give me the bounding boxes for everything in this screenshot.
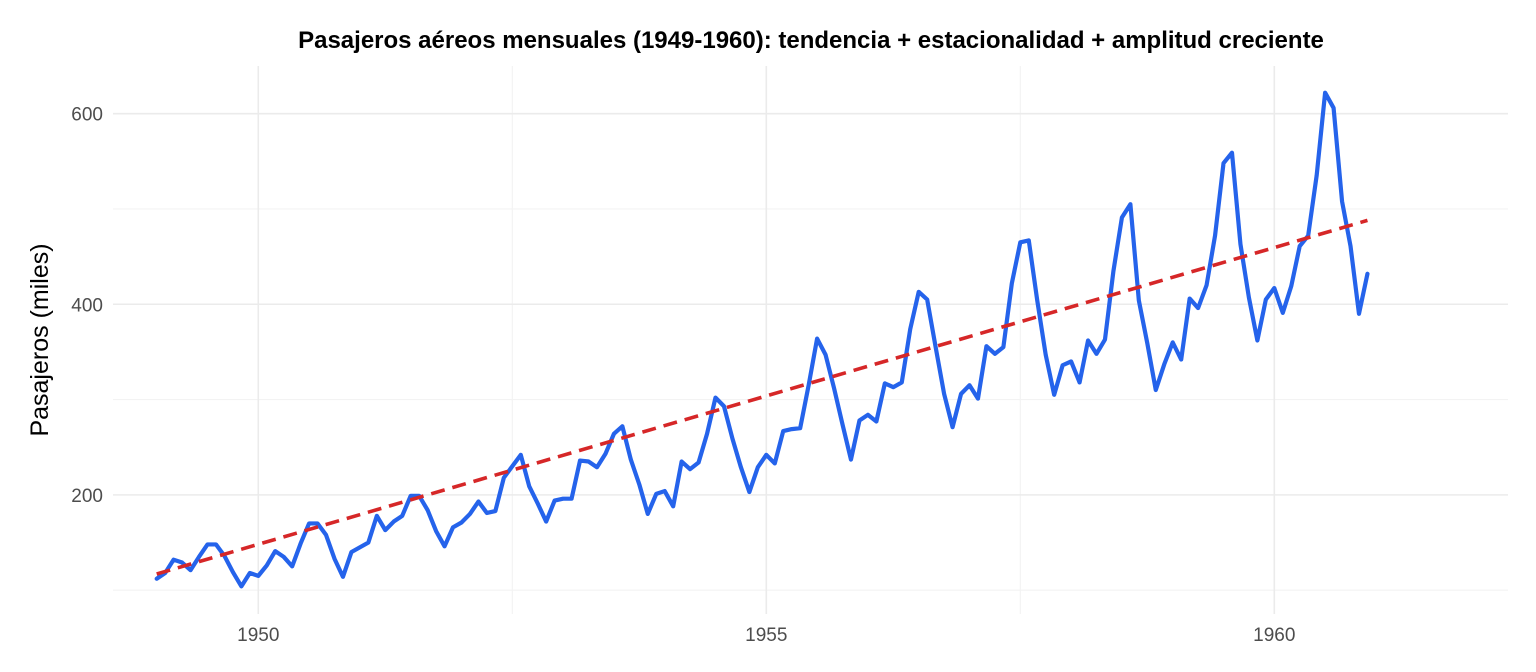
- tick-labels: 200 400 600 1950 1955 1960: [71, 105, 1295, 646]
- x-tick-label: 1955: [745, 625, 787, 646]
- series: [154, 90, 1370, 589]
- grid: [113, 66, 1508, 614]
- y-tick-label: 200: [71, 486, 103, 507]
- observed-series-line: [154, 90, 1370, 589]
- chart-title: Pasajeros aéreos mensuales (1949-1960): …: [298, 27, 1324, 54]
- y-tick-label: 400: [71, 295, 103, 316]
- x-tick-label: 1950: [237, 625, 279, 646]
- trend-line: [156, 218, 1368, 576]
- x-tick-label: 1960: [1253, 625, 1295, 646]
- y-axis-title: Pasajeros (miles): [26, 243, 54, 436]
- y-tick-label: 600: [71, 105, 103, 126]
